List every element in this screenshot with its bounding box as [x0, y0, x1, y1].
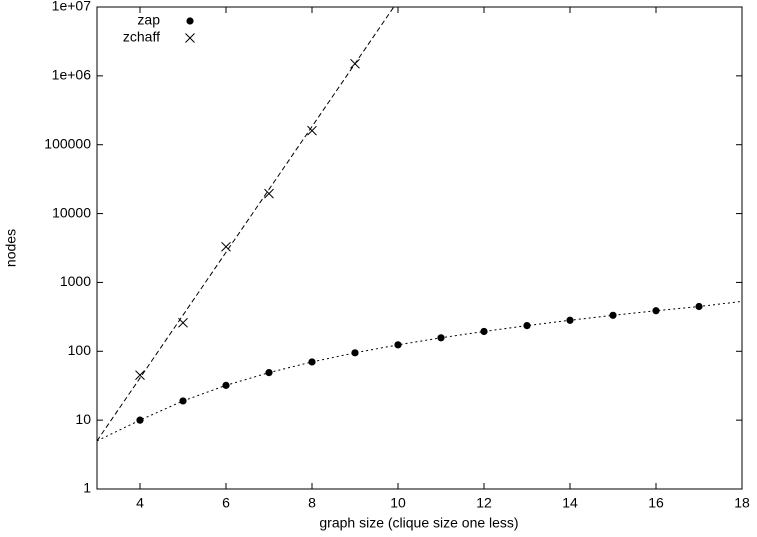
y-tick-label: 1e+07	[52, 0, 92, 14]
fit-line	[97, 7, 395, 442]
x-tick-label: 14	[562, 495, 578, 511]
point	[307, 125, 317, 136]
legend-marker	[186, 17, 194, 25]
x-tick-label: 18	[734, 495, 750, 511]
legend-marker	[185, 33, 195, 43]
legend-label: zchaff	[123, 29, 160, 45]
point	[695, 302, 703, 311]
point	[394, 341, 402, 349]
point	[179, 397, 187, 405]
fit-line	[97, 300, 742, 442]
y-tick-label: 100	[68, 342, 92, 358]
point	[308, 358, 316, 366]
x-tick-label: 4	[136, 495, 144, 511]
x-tick-label: 12	[476, 495, 492, 511]
point	[178, 317, 188, 328]
point	[136, 416, 144, 424]
point	[221, 241, 231, 252]
x-tick-label: 16	[648, 495, 664, 511]
x-tick-label: 8	[308, 495, 316, 511]
plot-frame	[96, 6, 743, 490]
y-axis-label: nodes	[3, 229, 19, 267]
x-tick-label: 6	[222, 495, 230, 511]
x-axis-label: graph size (clique size one less)	[319, 515, 518, 531]
y-tick-label: 10	[75, 411, 91, 427]
point	[222, 381, 230, 389]
x-tick-label: 10	[390, 495, 406, 511]
plot-area	[97, 7, 742, 442]
point	[480, 327, 488, 336]
point	[265, 369, 273, 377]
y-tick-label: 10000	[52, 204, 91, 220]
point	[135, 370, 145, 381]
point	[437, 334, 445, 342]
y-tick-label: 1000	[60, 273, 91, 289]
point	[523, 322, 531, 330]
point	[264, 188, 274, 199]
y-tick-label: 1	[83, 480, 91, 496]
point	[350, 58, 360, 69]
point	[351, 349, 359, 357]
point	[566, 316, 574, 324]
y-tick-label: 1e+06	[52, 67, 92, 83]
y-tick-label: 100000	[44, 135, 91, 151]
legend-label: zap	[137, 12, 160, 28]
point	[609, 311, 617, 319]
point	[652, 307, 660, 315]
